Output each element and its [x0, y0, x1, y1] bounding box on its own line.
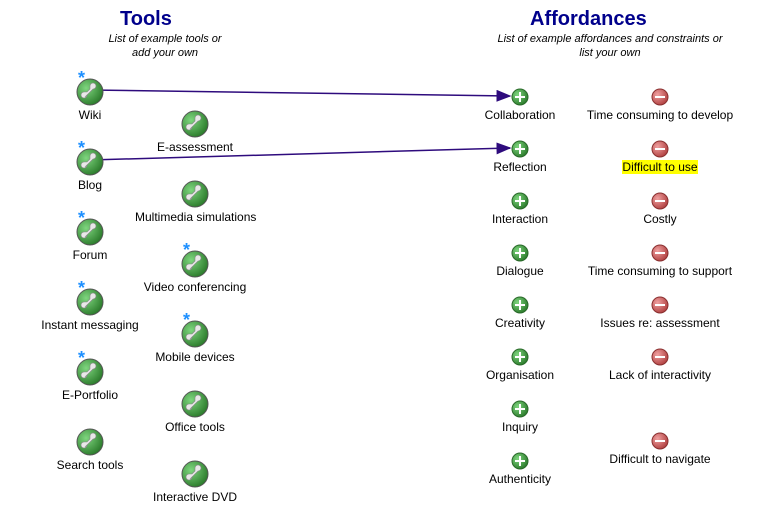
- affordance-label: Creativity: [495, 316, 545, 330]
- tools-heading: Tools: [120, 8, 172, 31]
- affordances-heading: Affordances: [530, 8, 647, 31]
- tools-subheading-line1: List of example tools or: [108, 33, 221, 45]
- constraint-label: Time consuming to support: [588, 264, 732, 278]
- minus-icon: [651, 244, 669, 262]
- plus-icon: [511, 348, 529, 366]
- plus-icon: [511, 192, 529, 210]
- wrench-icon: [181, 180, 209, 208]
- affordance-node[interactable]: Creativity: [475, 296, 565, 330]
- constraint-label: Costly: [643, 212, 676, 226]
- affordance-node[interactable]: Inquiry: [475, 400, 565, 434]
- tool-label: Blog: [78, 178, 102, 192]
- star-icon: *: [78, 278, 85, 299]
- constraint-node[interactable]: Difficult to navigate: [580, 432, 740, 466]
- affordance-node[interactable]: Interaction: [475, 192, 565, 226]
- tool-node[interactable]: *Video conferencing: [135, 250, 255, 294]
- tools-subheading: List of example tools or add your own: [90, 32, 240, 61]
- wrench-icon: [181, 110, 209, 138]
- affordance-node[interactable]: Dialogue: [475, 244, 565, 278]
- affordance-label: Collaboration: [485, 108, 556, 122]
- minus-icon: [651, 296, 669, 314]
- affordance-label: Dialogue: [496, 264, 543, 278]
- tool-label: Multimedia simulations: [135, 210, 256, 224]
- tool-node[interactable]: Search tools: [30, 428, 150, 472]
- constraint-node[interactable]: Difficult to use: [580, 140, 740, 174]
- star-icon: *: [78, 138, 85, 159]
- constraint-node[interactable]: Time consuming to support: [580, 244, 740, 278]
- tool-label: E-Portfolio: [62, 388, 118, 402]
- constraint-label: Lack of interactivity: [609, 368, 711, 382]
- affordances-subheading-line1: List of example affordances and constrai…: [497, 33, 722, 45]
- plus-icon: [511, 88, 529, 106]
- star-icon: *: [78, 208, 85, 229]
- affordance-label: Reflection: [493, 160, 546, 174]
- affordance-label: Authenticity: [489, 472, 551, 486]
- wrench-icon: [181, 460, 209, 488]
- affordances-subheading-line2: list your own: [579, 47, 640, 59]
- tool-label: E-assessment: [157, 140, 233, 154]
- plus-icon: [511, 140, 529, 158]
- tool-node[interactable]: *Mobile devices: [135, 320, 255, 364]
- affordance-label: Organisation: [486, 368, 554, 382]
- wrench-icon: [76, 428, 104, 456]
- constraint-node[interactable]: Time consuming to develop: [580, 88, 740, 122]
- affordance-node[interactable]: Organisation: [475, 348, 565, 382]
- star-icon: *: [183, 240, 190, 261]
- tool-node[interactable]: *Blog: [30, 148, 150, 192]
- tool-node[interactable]: Interactive DVD: [135, 460, 255, 504]
- affordances-subheading: List of example affordances and constrai…: [480, 32, 740, 61]
- tool-label: Search tools: [57, 458, 124, 472]
- plus-icon: [511, 296, 529, 314]
- star-icon: *: [183, 310, 190, 331]
- constraint-node[interactable]: Issues re: assessment: [580, 296, 740, 330]
- tool-label: Interactive DVD: [153, 490, 237, 504]
- tool-node[interactable]: *Forum: [30, 218, 150, 262]
- tool-label: Wiki: [79, 108, 102, 122]
- tool-label: Office tools: [165, 420, 225, 434]
- plus-icon: [511, 244, 529, 262]
- tool-label: Instant messaging: [41, 318, 138, 332]
- affordance-label: Interaction: [492, 212, 548, 226]
- plus-icon: [511, 400, 529, 418]
- affordance-label: Inquiry: [502, 420, 538, 434]
- tool-label: Mobile devices: [155, 350, 234, 364]
- tool-node[interactable]: *Wiki: [30, 78, 150, 122]
- constraint-label: Difficult to use: [622, 160, 697, 174]
- constraint-label: Difficult to navigate: [609, 452, 710, 466]
- constraint-label: Issues re: assessment: [600, 316, 719, 330]
- wrench-icon: [181, 390, 209, 418]
- constraint-label: Time consuming to develop: [587, 108, 733, 122]
- constraint-node[interactable]: Costly: [580, 192, 740, 226]
- tools-subheading-line2: add your own: [132, 47, 198, 59]
- minus-icon: [651, 432, 669, 450]
- minus-icon: [651, 192, 669, 210]
- tool-label: Forum: [73, 248, 108, 262]
- minus-icon: [651, 140, 669, 158]
- tool-node[interactable]: Office tools: [135, 390, 255, 434]
- star-icon: *: [78, 68, 85, 89]
- minus-icon: [651, 348, 669, 366]
- star-icon: *: [78, 348, 85, 369]
- affordance-node[interactable]: Authenticity: [475, 452, 565, 486]
- tool-node[interactable]: *Instant messaging: [30, 288, 150, 332]
- affordance-node[interactable]: Collaboration: [475, 88, 565, 122]
- minus-icon: [651, 88, 669, 106]
- tool-label: Video conferencing: [144, 280, 247, 294]
- tool-node[interactable]: *E-Portfolio: [30, 358, 150, 402]
- affordance-node[interactable]: Reflection: [475, 140, 565, 174]
- constraint-node[interactable]: Lack of interactivity: [580, 348, 740, 382]
- plus-icon: [511, 452, 529, 470]
- tool-node[interactable]: E-assessment: [135, 110, 255, 154]
- tool-node[interactable]: Multimedia simulations: [135, 180, 255, 224]
